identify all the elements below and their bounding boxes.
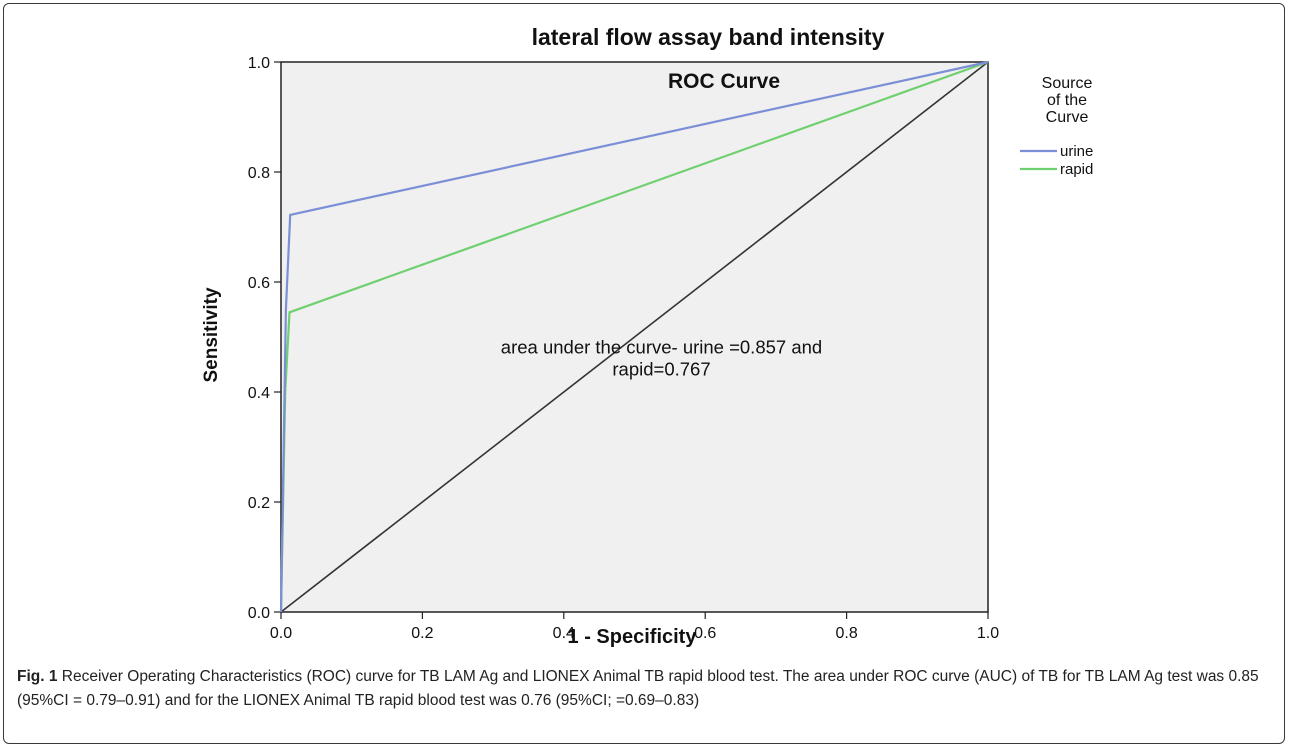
figure-caption: Fig. 1 Receiver Operating Characteristic… (17, 665, 1275, 713)
roc-line-urine (279, 60, 989, 613)
auc-annotation-line: rapid=0.767 (612, 359, 710, 380)
x-tick-label: 0.0 (270, 625, 292, 642)
x-tick-label: 1.0 (977, 625, 999, 642)
roc-subtitle: ROC Curve (668, 70, 780, 93)
legend-label-urine: urine (1060, 143, 1093, 160)
y-tick-label: 0.0 (248, 605, 270, 622)
chart-title: lateral flow assay band intensity (532, 24, 885, 50)
auc-annotation-line: area under the curve- urine =0.857 and (501, 337, 822, 358)
y-tick-label: 0.6 (248, 275, 270, 292)
figure-frame (3, 3, 1285, 744)
x-tick-label: 0.2 (411, 625, 433, 642)
x-tick-label: 0.8 (835, 625, 857, 642)
y-tick-label: 0.4 (248, 385, 270, 402)
reference-diagonal-line (280, 61, 989, 613)
y-tick-label: 1.0 (248, 55, 270, 72)
legend-title-line: of the (1047, 92, 1087, 109)
x-tick-label: 0.6 (694, 625, 716, 642)
roc-chart: lateral flow assay band intensity 0.0 0.2… (201, 24, 1093, 648)
y-axis-label: Sensitivity (201, 287, 222, 382)
legend-title-line: Source (1042, 75, 1093, 92)
caption-text: Receiver Operating Characteristics (ROC)… (17, 668, 1259, 709)
x-axis-label: 1 - Specificity (568, 626, 698, 648)
legend-title-line: Curve (1046, 109, 1089, 126)
y-tick-label: 0.8 (248, 165, 270, 182)
legend-label-rapid: rapid (1060, 161, 1093, 178)
x-tick-label: 0.4 (553, 625, 575, 642)
caption-label: Fig. 1 (17, 668, 58, 685)
plot-area: 0.0 0.2 0.4 0.6 0.8 1.0 0.0 0.2 0.4 0.6 0.8 1.0 ROC … (248, 55, 999, 642)
y-tick-label: 0.2 (248, 495, 270, 512)
